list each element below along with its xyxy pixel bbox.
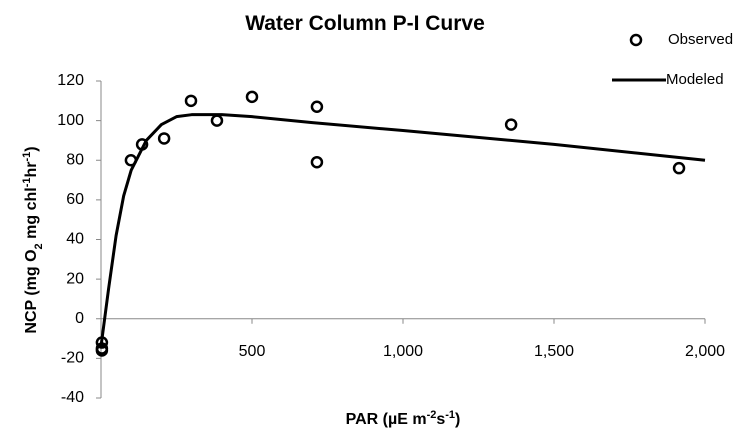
legend-marker (629, 33, 643, 47)
y-tick-label: 40 (66, 231, 84, 248)
observed-point (245, 90, 259, 104)
x-label-sup: -2 (427, 409, 437, 421)
x-axis-label: PAR (µE m-2s-1) (346, 409, 461, 428)
y-tick-label: -40 (61, 389, 84, 406)
y-tick-label: 100 (57, 112, 84, 129)
legend-label: Modeled (666, 71, 724, 88)
y-label-sup: -1 (21, 178, 33, 188)
x-label-part: ) (455, 411, 460, 428)
y-tick-label: -20 (61, 350, 84, 367)
y-label-part: NCP (mg O (23, 249, 40, 333)
x-label-part: s (436, 411, 445, 428)
y-tick-label: 0 (75, 310, 84, 327)
modeled-line (99, 113, 706, 347)
observed-point (157, 132, 171, 145)
observed-point (310, 100, 324, 114)
x-label-sup: -1 (445, 409, 455, 421)
x-tick-label: 1,000 (383, 343, 423, 360)
x-label-part: PAR (µE m (346, 411, 427, 428)
observed-point (310, 155, 324, 169)
x-tick-label: 2,000 (685, 343, 725, 360)
observed-point (504, 118, 518, 131)
observed-point (184, 94, 198, 108)
y-label-sub: 2 (33, 243, 45, 249)
y-tick-label: 120 (57, 72, 84, 89)
y-tick-label: 80 (66, 151, 84, 168)
y-label-part: ) (23, 146, 40, 151)
y-label-part: hr (23, 162, 40, 178)
y-tick-label: 20 (66, 270, 84, 287)
chart-title: Water Column P-I Curve (245, 12, 485, 35)
y-tick-label: 60 (66, 191, 84, 208)
observed-point (210, 114, 224, 127)
y-axis-label: NCP (mg O2 mg chl-1hr-1) (21, 146, 45, 333)
y-label-part: mg chl (23, 187, 40, 243)
observed-point (672, 161, 686, 175)
x-tick-label: 500 (239, 343, 266, 360)
x-tick-label: 1,500 (534, 343, 574, 360)
legend-label: Observed (668, 31, 733, 48)
y-label-sup: -1 (21, 152, 33, 162)
